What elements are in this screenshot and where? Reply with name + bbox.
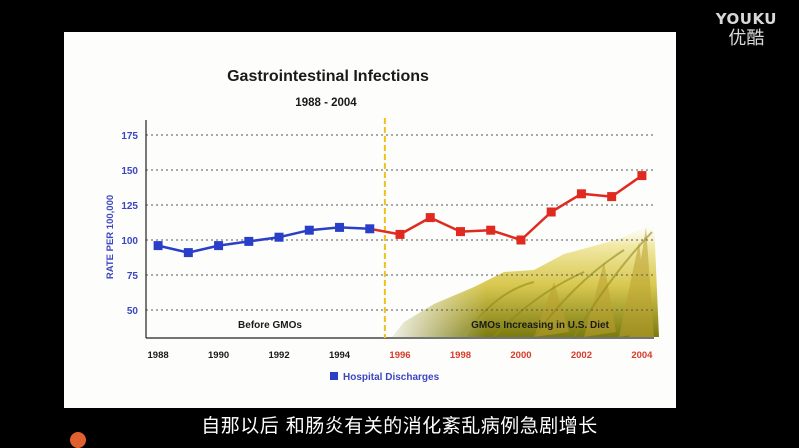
data-point-after [576, 189, 586, 199]
region-label-before: Before GMOs [238, 320, 302, 331]
chart-axes [145, 120, 654, 339]
chart-subtitle: 1988 - 2004 [295, 97, 357, 109]
chart-slide: 50 75 100 125 150 175 1988 1990 1992 1994 1996 199… [64, 32, 676, 408]
x-tick-label: 2004 [631, 350, 653, 361]
x-tick-label: 1988 [148, 350, 169, 361]
series-lines [157, 174, 643, 254]
data-point-before [183, 248, 193, 258]
data-point-before [304, 225, 314, 235]
data-point-before [214, 241, 224, 251]
data-point-after [637, 171, 647, 181]
player-indicator[interactable] [70, 432, 86, 448]
x-tick-label: 2002 [571, 350, 592, 361]
y-tick-label: 75 [127, 271, 139, 282]
data-point-after [607, 192, 617, 202]
data-point-before [365, 224, 375, 234]
region-label-after: GMOs Increasing in U.S. Diet [471, 320, 609, 331]
data-point-after [516, 235, 526, 245]
x-tick-label: 1996 [389, 350, 410, 361]
chart-title: Gastrointestinal Infections [227, 68, 429, 85]
y-tick-label: 150 [121, 166, 138, 177]
grass-illustration [392, 220, 662, 338]
series-line-before [157, 226, 370, 254]
legend: Hospital Discharges [330, 372, 440, 383]
legend-swatch [330, 372, 338, 380]
data-point-before [335, 222, 345, 232]
data-point-before [274, 232, 284, 242]
watermark-brand: YOUKU [715, 10, 777, 28]
y-tick-labels: 50 75 100 125 150 175 [121, 131, 138, 317]
youku-watermark: YOUKU 优酷 [715, 10, 777, 49]
y-tick-label: 100 [121, 236, 138, 247]
subtitle-bar: 自那以后 和肠炎有关的消化紊乱病例急剧增长 [0, 408, 799, 440]
watermark-brand-cn: 优酷 [728, 27, 765, 49]
x-tick-label: 1998 [450, 350, 471, 361]
data-point-after [425, 213, 435, 223]
video-subtitle: 自那以后 和肠炎有关的消化紊乱病例急剧增长 [201, 415, 598, 437]
data-point-after [455, 227, 465, 237]
y-tick-label: 50 [127, 306, 139, 317]
data-point-after [546, 207, 556, 217]
x-tick-label: 1994 [329, 350, 351, 361]
y-tick-label: 175 [121, 131, 138, 142]
data-point-after [486, 225, 496, 235]
data-point-before [153, 241, 163, 251]
y-tick-label: 125 [121, 201, 138, 212]
line-chart: 50 75 100 125 150 175 1988 1990 1992 1994 1996 199… [105, 68, 662, 383]
x-tick-label: 2000 [510, 350, 531, 361]
series-line-after [369, 174, 643, 242]
y-axis-label: RATE PER 100,000 [105, 195, 116, 279]
x-tick-labels: 1988 1990 1992 1994 1996 1998 2000 2002 2004 [148, 350, 654, 361]
x-tick-label: 1990 [208, 350, 229, 361]
legend-label: Hospital Discharges [343, 372, 440, 383]
data-point-before [244, 236, 254, 246]
series-points [153, 171, 647, 258]
data-point-after [395, 229, 405, 239]
x-tick-label: 1992 [268, 350, 289, 361]
